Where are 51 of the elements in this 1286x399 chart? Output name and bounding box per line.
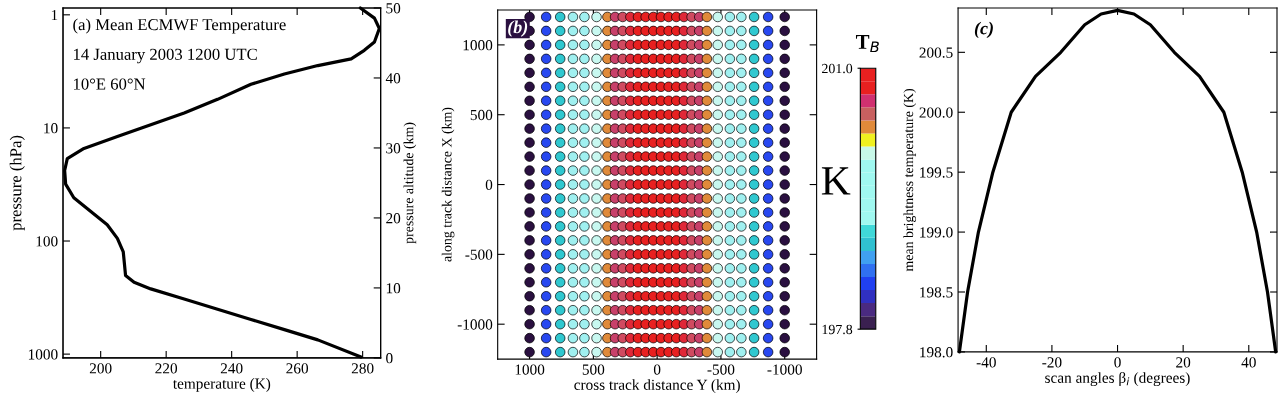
x-axis-title: temperature (K) (173, 378, 271, 392)
y-axis-title: along track distance X (km) (441, 107, 455, 262)
y-tick-label: 500 (470, 109, 493, 121)
y-tick-label: 100 (36, 236, 58, 247)
y-axis-title: mean brightness temperature (K) (903, 88, 917, 272)
annotation: (c) (974, 21, 993, 39)
x-tick-label: 40 (1241, 357, 1256, 368)
x-tick-label: 260 (286, 363, 309, 374)
x-tick-label: -40 (976, 357, 996, 368)
color-bar-title: T$_{B}$ (855, 35, 879, 53)
y-tick-label: 200.0 (919, 107, 953, 118)
y-tick-label: 198.0 (920, 347, 953, 358)
y2-tick-label: 30 (386, 143, 401, 154)
y-tick-label: -1000 (457, 319, 493, 330)
y-tick-label: 198.5 (920, 287, 953, 298)
y2-tick-label: 20 (386, 213, 401, 224)
color-bar-label: 201.0 (822, 63, 853, 74)
x-axis-title: scan angles β$_{i}$ (degrees) (1045, 372, 1190, 387)
y-tick-label: 0 (485, 179, 493, 190)
x-tick-label: -20 (1042, 357, 1062, 368)
y-tick-label: 1000 (28, 349, 58, 360)
x-tick-label: 280 (351, 363, 374, 374)
y-tick-label: 199.5 (920, 167, 953, 178)
y-tick-label: -500 (465, 249, 493, 260)
y-tick-label: 200.5 (919, 47, 953, 58)
x-axis-title: cross track distance Y (km) (574, 379, 740, 394)
x-tick-label: 200 (89, 363, 112, 374)
x-tick-label: 1000 (515, 364, 545, 375)
x-tick-label: 0 (653, 364, 661, 375)
y2-tick-label: 10 (386, 283, 401, 294)
y-tick-label: 1000 (463, 40, 493, 51)
y-tick-label: 1 (51, 10, 58, 21)
y2-axis-title: pressure altitude (km) (403, 122, 417, 244)
x-tick-label: 500 (582, 364, 605, 375)
x-tick-label: 220 (155, 363, 178, 374)
y2-tick-label: 50 (386, 3, 401, 14)
annotation: (b) (508, 20, 528, 37)
x-tick-label: -1000 (767, 364, 802, 375)
annotation: (a) Mean ECMWF Temperature (73, 18, 286, 34)
y-tick-label: 10 (44, 123, 58, 134)
text: K (821, 167, 851, 195)
annotation: 14 January 2003 1200 UTC (74, 48, 257, 64)
x-tick-label: 20 (1176, 357, 1191, 368)
annotation: 10°E 60°N (74, 78, 146, 90)
y-tick-label: 199.0 (920, 227, 953, 238)
x-tick-label: 0 (1114, 357, 1121, 368)
x-tick-label: -500 (707, 364, 735, 375)
x-tick-label: 240 (220, 363, 243, 374)
y2-tick-label: 40 (385, 73, 401, 84)
color-bar-label: 197.8 (822, 324, 853, 335)
y-axis-title: pressure (hPa) (9, 135, 25, 231)
